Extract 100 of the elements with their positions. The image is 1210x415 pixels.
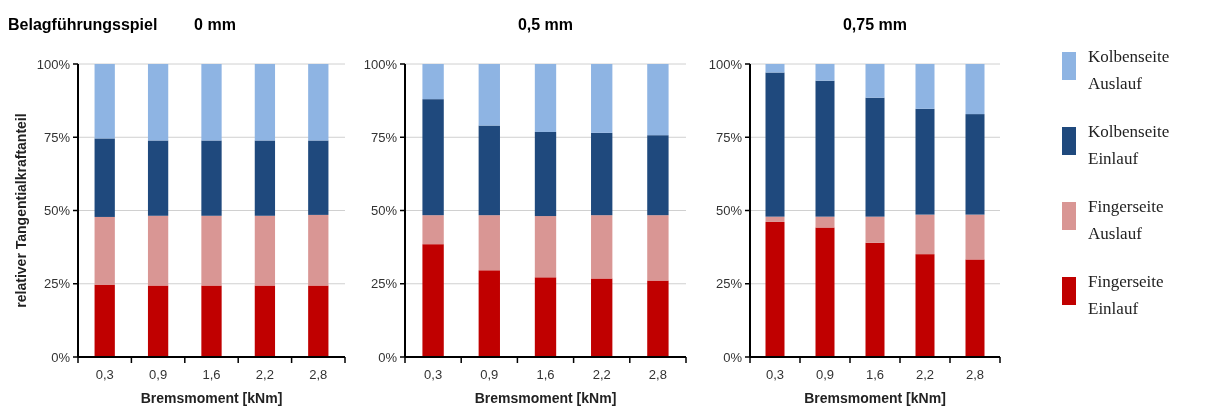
bar	[965, 114, 985, 215]
bar	[765, 221, 785, 357]
bar	[254, 64, 276, 141]
legend-label: Kolbenseite Auslauf	[1088, 47, 1170, 93]
bar	[147, 140, 169, 216]
bar	[915, 108, 935, 215]
legend-label: Kolbenseite Einlauf	[1088, 122, 1170, 168]
bar	[478, 125, 500, 216]
bar	[422, 99, 444, 216]
x-tick-label: 0,3	[765, 367, 785, 382]
bar	[765, 72, 785, 217]
bar	[308, 285, 329, 357]
x-tick-label: 0,9	[480, 367, 499, 382]
bar	[308, 214, 329, 286]
bar	[422, 64, 444, 100]
x-tick-label: 2,8	[965, 367, 985, 382]
bar	[422, 244, 444, 357]
y-tick-label: 100%	[36, 56, 71, 72]
bar	[308, 64, 329, 141]
y-tick-label: 25%	[43, 276, 71, 292]
chart-title: 0,75 mm	[842, 16, 908, 33]
bar	[815, 227, 835, 357]
y-tick-label: 75%	[715, 129, 743, 145]
bar	[915, 64, 935, 109]
bar	[591, 278, 613, 357]
y-tick-label: 50%	[370, 203, 398, 219]
x-tick-label: 2,2	[255, 367, 274, 382]
y-tick-label: 75%	[370, 129, 398, 145]
bar	[647, 64, 669, 136]
chart-title: 0,5 mm	[517, 16, 574, 33]
y-tick-label: 100%	[363, 56, 398, 72]
x-tick-label: 1,6	[202, 367, 221, 382]
bar	[915, 254, 935, 357]
bar	[965, 64, 985, 115]
y-tick-label: 0%	[378, 349, 398, 365]
bar	[765, 64, 785, 73]
bar	[201, 64, 222, 141]
x-tick-label: 2,8	[648, 367, 667, 382]
bar	[815, 216, 835, 228]
bar	[965, 214, 985, 260]
bar	[478, 215, 500, 271]
bar	[647, 280, 669, 357]
bar	[965, 259, 985, 357]
x-tick-label: 0,9	[815, 367, 835, 382]
x-axis-title: Bremsmoment [kNm]	[474, 390, 617, 406]
bar	[534, 277, 557, 357]
bar	[765, 216, 785, 222]
y-tick-label: 25%	[715, 276, 743, 292]
bar	[534, 131, 557, 217]
chart-title: 0 mm	[194, 16, 236, 33]
y-tick-label: 0%	[51, 349, 71, 365]
legend-label: Fingerseite Einlauf	[1088, 272, 1164, 318]
y-tick-label: 50%	[715, 203, 743, 219]
bar	[534, 64, 557, 132]
y-tick-label: 50%	[43, 203, 71, 219]
x-tick-label: 0,3	[95, 367, 114, 382]
bar	[478, 64, 500, 126]
x-tick-label: 2,8	[309, 367, 328, 382]
bar	[647, 135, 669, 216]
bar	[254, 285, 276, 357]
x-tick-label: 2,2	[592, 367, 611, 382]
bar	[591, 132, 613, 216]
text: Belagführungsspiel	[8, 16, 158, 33]
bar	[647, 215, 669, 281]
bar	[865, 242, 885, 357]
bar	[478, 270, 500, 357]
legend-label: Fingerseite Auslauf	[1088, 197, 1164, 243]
y-axis-title: relativer Tangentialkraftanteil	[13, 113, 29, 308]
x-tick-label: 1,6	[865, 367, 885, 382]
bar	[815, 64, 835, 81]
y-tick-label: 75%	[43, 129, 71, 145]
x-tick-label: 0,3	[424, 367, 443, 382]
bar	[815, 80, 835, 217]
bar	[591, 215, 613, 279]
bar	[147, 215, 169, 286]
bar	[534, 216, 557, 278]
bar	[308, 140, 329, 215]
bar	[865, 64, 885, 98]
bar	[865, 216, 885, 243]
bar	[865, 97, 885, 217]
x-tick-label: 2,2	[915, 367, 935, 382]
x-axis-title: Bremsmoment [kNm]	[804, 390, 946, 406]
bar	[147, 64, 169, 141]
bar	[94, 138, 115, 217]
bar	[422, 215, 444, 245]
x-axis-title: Bremsmoment [kNm]	[140, 390, 283, 406]
bar	[254, 140, 276, 216]
bar	[94, 64, 115, 139]
y-tick-label: 100%	[708, 56, 743, 72]
bar	[201, 215, 222, 286]
bar	[254, 215, 276, 286]
bar	[915, 214, 935, 255]
bar	[201, 285, 222, 357]
bar	[201, 140, 222, 216]
bar	[94, 216, 115, 285]
bar	[94, 284, 115, 357]
y-tick-label: 0%	[723, 349, 743, 365]
y-tick-label: 25%	[370, 276, 398, 292]
bar	[147, 285, 169, 357]
bar	[591, 64, 613, 133]
